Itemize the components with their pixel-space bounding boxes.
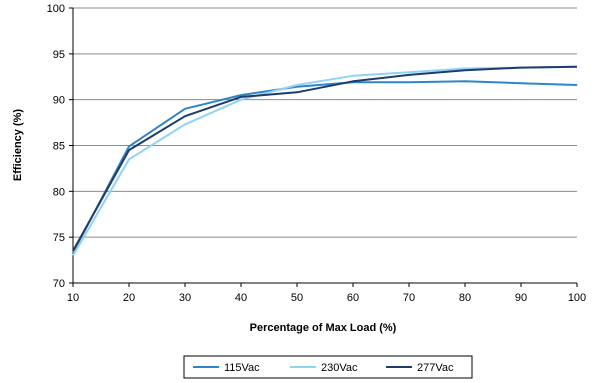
x-tick-label: 90 — [515, 292, 527, 304]
x-tick-labels: 10 20 30 40 50 60 70 80 90 100 — [67, 292, 586, 304]
x-tick-label: 10 — [67, 292, 79, 304]
y-tick-label: 95 — [53, 49, 65, 61]
y-tick-label: 70 — [53, 278, 65, 290]
x-tick-label: 30 — [179, 292, 191, 304]
x-tick-label: 80 — [459, 292, 471, 304]
x-tick-label: 60 — [347, 292, 359, 304]
grid-lines — [73, 7, 577, 238]
y-tick-label: 80 — [53, 186, 65, 198]
legend-label-230vac: 230Vac — [321, 362, 358, 374]
series-line-115vac — [72, 80, 578, 254]
x-axis-title: Percentage of Max Load (%) — [250, 322, 397, 334]
legend-label-277vac: 277Vac — [417, 362, 454, 374]
legend: 115Vac 230Vac 277Vac — [183, 355, 473, 379]
x-tick-label: 70 — [403, 292, 415, 304]
y-tick-label: 90 — [53, 95, 65, 107]
y-tick-label: 85 — [53, 141, 65, 153]
axes — [69, 7, 578, 287]
y-tick-label: 75 — [53, 232, 65, 244]
y-tick-label: 100 — [47, 3, 65, 15]
y-tick-labels: 70 75 80 85 90 95 100 — [47, 3, 65, 290]
x-tick-label: 100 — [568, 292, 586, 304]
x-tick-label: 20 — [123, 292, 135, 304]
y-axis-title: Efficiency (%) — [12, 109, 24, 181]
x-tick-label: 50 — [291, 292, 303, 304]
series-line-230vac — [72, 65, 578, 257]
data-series — [72, 65, 578, 257]
x-tick-label: 40 — [235, 292, 247, 304]
legend-label-115vac: 115Vac — [224, 362, 260, 374]
series-line-277vac — [72, 65, 578, 252]
legend-box — [183, 355, 473, 379]
